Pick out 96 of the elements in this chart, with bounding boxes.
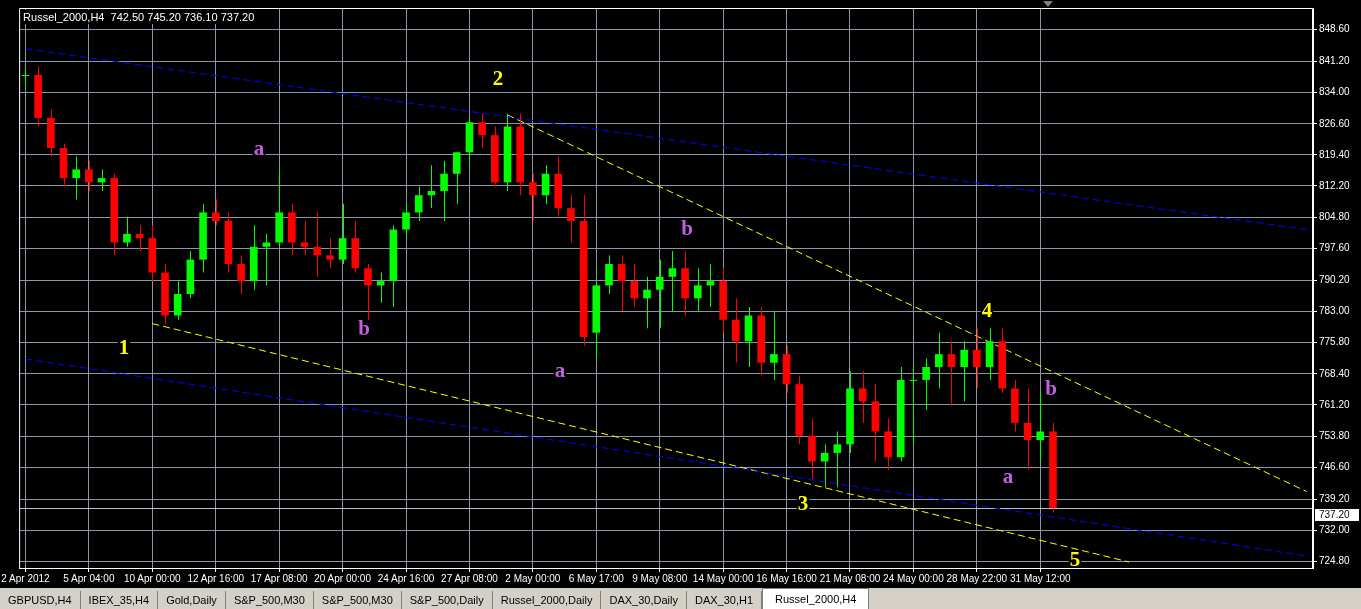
candlestick — [262, 233, 271, 286]
annotation: b — [1045, 376, 1057, 401]
text: Gold,Daily — [158, 591, 226, 609]
candlestick — [973, 327, 981, 389]
y-tick-label: 797.60 — [1319, 242, 1351, 254]
candlestick — [529, 173, 537, 222]
y-tick-label: 724.80 — [1319, 554, 1351, 566]
y-tick-label: 790.20 — [1319, 274, 1351, 286]
y-tick-label: 768.40 — [1319, 367, 1351, 379]
y-tick-label: 834.00 — [1319, 85, 1351, 97]
y-tick-label: 826.60 — [1319, 117, 1351, 129]
annotation: a — [253, 136, 265, 161]
y-tick-label: 783.00 — [1319, 304, 1351, 316]
candlestick — [605, 254, 613, 295]
candlestick — [960, 340, 968, 402]
annotation: 2 — [492, 66, 504, 91]
candlestick — [947, 340, 956, 407]
candlestick — [541, 164, 550, 205]
x-tick-label: 24 Apr 16:00 — [377, 572, 435, 584]
candlestick — [72, 156, 81, 201]
candlestick — [1036, 392, 1045, 462]
x-tick-label: 28 May 22:00 — [946, 572, 1008, 584]
x-tick-label: 10 Apr 00:00 — [123, 572, 182, 584]
candlestick — [85, 160, 93, 192]
text: Russel_2000,Daily — [492, 591, 602, 609]
annotation: b — [681, 216, 693, 241]
x-tick-label: 24 May 00:00 — [883, 572, 945, 584]
candlestick — [237, 254, 245, 295]
candlestick — [313, 211, 322, 278]
x-tick-label: 12 Apr 16:00 — [187, 572, 245, 584]
text: Russel_2000,H4 — [762, 588, 870, 609]
x-tick-label: 31 May 12:00 — [1009, 572, 1071, 584]
candlestick — [452, 151, 461, 205]
candlestick — [1023, 387, 1032, 471]
x-tick-label: 6 May 17:00 — [568, 572, 625, 584]
y-tick-label: 732.00 — [1319, 523, 1351, 535]
x-tick-label: 27 Apr 08:00 — [441, 572, 499, 584]
y-tick-label: 746.60 — [1319, 461, 1351, 473]
candlestick — [655, 259, 664, 329]
candlestick — [630, 263, 639, 308]
y-tick-label: 753.80 — [1319, 430, 1351, 442]
text: IBEX_35,H4 — [80, 591, 159, 609]
candlestick — [934, 332, 943, 389]
annotation: b — [358, 316, 370, 341]
candlestick — [833, 430, 842, 488]
y-tick-label: 775.80 — [1319, 335, 1351, 347]
text: DAX_30,H1 — [686, 591, 763, 609]
annotation: 5 — [1069, 547, 1081, 572]
y-tick-label: 841.20 — [1319, 55, 1351, 66]
x-tick-label: 9 May 08:00 — [632, 572, 688, 584]
chart-title: Russel_2000,H4 742.50 745.20 736.10 737.20 — [23, 10, 255, 23]
candlestick — [643, 276, 651, 329]
candlestick — [922, 357, 930, 411]
candlestick — [858, 370, 867, 424]
candlestick — [617, 254, 626, 312]
annotation: a — [554, 358, 566, 383]
candlestick — [440, 160, 448, 222]
text: DAX_30,Daily — [601, 591, 687, 609]
y-tick-label: 819.40 — [1319, 148, 1351, 160]
candlestick — [732, 297, 740, 364]
candlestick — [338, 203, 347, 265]
x-tick-label: 5 Apr 04:00 — [63, 572, 115, 584]
annotation: a — [1002, 464, 1014, 489]
ref-line-label: 737.20 — [1319, 508, 1351, 520]
candlestick — [364, 263, 372, 321]
y-tick-label: 812.20 — [1319, 179, 1351, 191]
candlestick — [173, 280, 182, 321]
candlestick — [770, 310, 778, 381]
candlestick — [478, 113, 486, 149]
candlestick — [300, 220, 309, 256]
x-tick-label: 16 May 16:00 — [756, 572, 818, 584]
candlestick — [693, 267, 702, 312]
candlestick — [414, 186, 423, 222]
x-tick-label: 14 May 00:00 — [692, 572, 754, 584]
text: S&P_500,M30 — [225, 591, 314, 609]
y-tick-label: 761.20 — [1319, 398, 1351, 410]
x-tick-label: 21 May 08:00 — [819, 572, 881, 584]
text: GBPUSD,H4 — [0, 591, 81, 609]
candlestick — [123, 216, 131, 248]
annotation: 3 — [797, 491, 809, 516]
y-tick-label: 739.20 — [1319, 493, 1351, 505]
y-tick-label: 848.60 — [1319, 23, 1351, 35]
x-tick-label: 2 Apr 2012 — [1, 572, 51, 584]
text: S&P_500,M30 — [313, 591, 402, 609]
y-tick-label: 804.80 — [1319, 211, 1351, 223]
candlestick — [326, 237, 334, 269]
candlestick — [211, 199, 220, 226]
candlestick — [567, 194, 575, 243]
text: S&P_500,Daily — [401, 591, 493, 609]
x-tick-label: 2 May 00:00 — [505, 572, 561, 584]
annotation: 4 — [981, 298, 993, 323]
x-tick-label: 20 Apr 00:00 — [314, 572, 372, 584]
candlestick — [402, 203, 410, 239]
annotation: 1 — [118, 335, 130, 360]
candlestick — [668, 250, 677, 312]
x-tick-label: 17 Apr 08:00 — [250, 572, 308, 584]
